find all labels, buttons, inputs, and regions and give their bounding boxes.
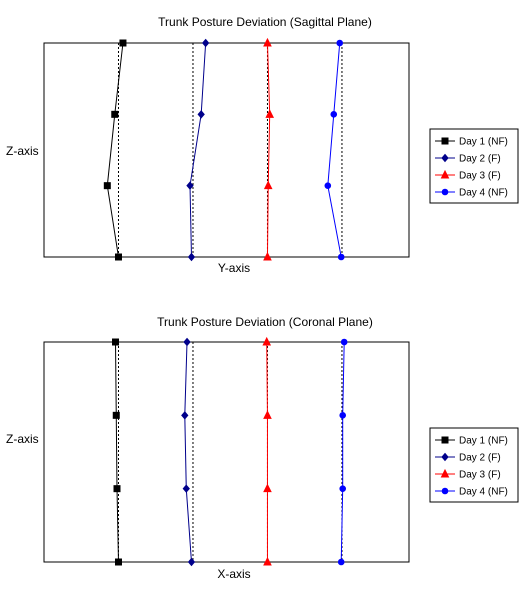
data-point — [340, 338, 348, 346]
chart-coronal: Trunk Posture Deviation (Coronal Plane) … — [6, 315, 519, 581]
legend-marker — [441, 452, 449, 462]
chart-sagittal: Trunk Posture Deviation (Sagittal Plane)… — [6, 15, 519, 275]
series-line — [327, 42, 342, 258]
data-point — [113, 485, 121, 493]
legend-marker — [441, 436, 449, 444]
data-point — [119, 39, 127, 47]
legend-label: Day 2 (F) — [459, 453, 501, 464]
legend-label: Day 3 (F) — [459, 171, 501, 182]
data-point — [337, 558, 345, 566]
data-point — [186, 181, 194, 190]
legend-marker — [441, 188, 449, 196]
data-point — [183, 337, 191, 347]
chart-title: Trunk Posture Deviation (Coronal Plane) — [157, 315, 373, 329]
plot-marks — [112, 336, 348, 567]
data-point — [339, 412, 347, 419]
data-point — [263, 483, 272, 493]
data-point — [111, 110, 119, 118]
legend-marker — [441, 153, 449, 163]
data-point — [181, 411, 189, 420]
legend-label: Day 4 (NF) — [459, 487, 508, 498]
data-point — [182, 484, 190, 493]
series-line — [266, 42, 271, 258]
data-point — [263, 180, 273, 190]
legend-label: Day 4 (NF) — [459, 188, 508, 199]
plot-area — [43, 42, 410, 258]
data-point — [263, 251, 272, 261]
legend-marker — [441, 137, 449, 145]
data-point — [336, 39, 344, 47]
plot-area — [43, 341, 410, 563]
data-point — [103, 182, 111, 190]
data-point — [114, 253, 122, 261]
data-point — [265, 109, 275, 118]
data-point — [262, 336, 272, 346]
series-line — [106, 42, 124, 258]
legend-label: Day 1 (NF) — [459, 436, 508, 447]
data-point — [112, 411, 120, 419]
data-point — [263, 37, 272, 47]
data-point — [187, 252, 196, 262]
x-axis-label: Y-axis — [218, 261, 250, 275]
data-point — [197, 110, 205, 119]
legend: Day 1 (NF) Day 2 (F) Day 3 (F) Day 4 (NF) — [429, 427, 519, 503]
data-point — [324, 182, 332, 189]
legend-label: Day 2 (F) — [459, 154, 501, 165]
series-line — [340, 341, 345, 563]
series-line — [266, 341, 268, 562]
data-point — [114, 558, 122, 566]
series-line — [115, 341, 119, 563]
data-point — [187, 557, 196, 567]
plot-marks — [103, 37, 345, 262]
data-point — [263, 410, 272, 419]
legend-marker — [441, 487, 449, 495]
data-point — [339, 485, 347, 492]
data-point — [263, 556, 272, 566]
y-axis-label: Z-axis — [6, 144, 39, 158]
data-point — [330, 111, 338, 118]
chart-title: Trunk Posture Deviation (Sagittal Plane) — [158, 15, 372, 29]
legend-marker — [440, 169, 450, 179]
x-axis-label: X-axis — [217, 567, 250, 581]
data-point — [112, 338, 120, 346]
data-point — [201, 38, 210, 48]
legend: Day 1 (NF) Day 2 (F) Day 3 (F) Day 4 (NF) — [429, 128, 519, 204]
y-axis-label: Z-axis — [6, 432, 39, 446]
legend-label: Day 1 (NF) — [459, 137, 508, 148]
series-line — [189, 42, 207, 258]
series-line — [184, 341, 192, 563]
data-point — [337, 253, 345, 261]
legend-marker — [440, 468, 450, 478]
legend-label: Day 3 (F) — [459, 470, 501, 481]
